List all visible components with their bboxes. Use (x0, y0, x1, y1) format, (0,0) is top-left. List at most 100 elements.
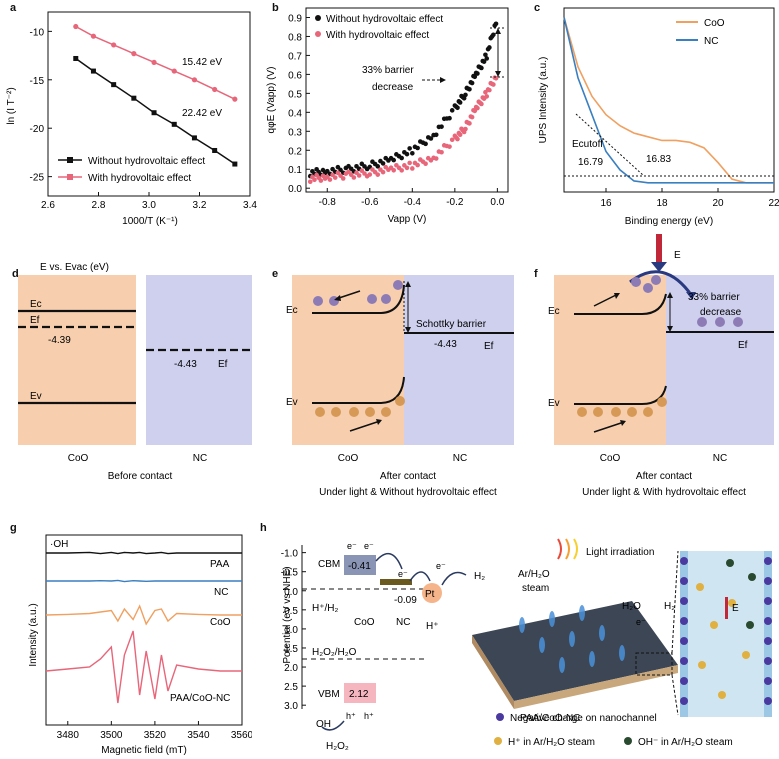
chart-b-point (433, 132, 439, 138)
chart-g-xtick-label: 3480 (57, 730, 80, 741)
f-coo-block (554, 275, 666, 445)
chart-c-frame (563, 7, 775, 193)
chart-b-point (449, 137, 455, 143)
chart-g-top-label: ·OH (50, 539, 68, 550)
chart-c-xtick-label: 16 (600, 198, 612, 209)
h-pt-label: Pt (425, 589, 435, 600)
chart-a-point (191, 77, 198, 83)
e-holes (315, 396, 405, 417)
h-vbm-label: VBM (318, 689, 340, 700)
chart-a-point (131, 51, 137, 57)
h-e3: e⁻ (398, 569, 408, 579)
chart-a-point (111, 82, 117, 88)
chart-b-point (469, 114, 475, 120)
chart-c-series-line (563, 16, 774, 184)
chart-b-ytick-label: 0.7 (288, 51, 302, 62)
chart-b-legend: Without hydrovoltaic effect With hydrovo… (315, 14, 443, 41)
h-ytick-label: 1.5 (284, 644, 298, 655)
h-e1: e⁻ (347, 541, 357, 551)
chart-c-legend: CoO NC (676, 18, 725, 47)
h-vbm-value: 2.12 (349, 689, 369, 700)
f-e-field-bar (656, 234, 662, 262)
e-ec-band (312, 284, 405, 314)
chart-g: ·OH Intensity (a.u.) Magnetic field (mT)… (28, 534, 252, 756)
h-legend-1: Negative charge on nanochannel (510, 713, 657, 724)
chart-b-point (428, 136, 434, 141)
h-ylabel: Potential (eV vs NHE) (282, 566, 293, 663)
chart-a-ytick-label: -10 (30, 27, 45, 38)
chart-a-point (73, 23, 79, 30)
h-steam-1: Ar/H₂O (518, 569, 550, 580)
chart-b-point (375, 172, 381, 177)
chart-b-point (399, 155, 404, 161)
chart-b-point (487, 87, 492, 93)
chart-a-xtick-label: 3.2 (193, 200, 207, 211)
h-ytick-label: 0.5 (284, 606, 298, 617)
h-h2: H₂ (474, 571, 485, 582)
chart-a-point (171, 68, 177, 74)
chart-b-point (481, 59, 487, 64)
chart-c-xtick-label: 20 (712, 198, 724, 209)
chart-g-trace (45, 604, 242, 626)
chart-b-ytick-label: 0.8 (288, 32, 302, 43)
chart-b-point (457, 100, 463, 105)
d-value-coo: -4.39 (48, 335, 71, 346)
e-level-ev: Ev (286, 397, 298, 408)
f-electrons (631, 275, 743, 327)
h-light-label: Light irradiation (586, 547, 654, 558)
chart-b-point (439, 149, 444, 155)
chart-a-point (212, 86, 218, 93)
chart-a-point (131, 95, 137, 101)
f-barrier-label-2: decrease (700, 307, 742, 318)
chart-g-xtick-label: 3520 (144, 730, 167, 741)
f-field-label: E (674, 250, 681, 261)
d-coo-block (18, 275, 136, 445)
chart-a-annotation-2: 22.42 eV (182, 108, 222, 119)
h-h2o2: H₂O₂ (326, 741, 349, 752)
chart-b-point (312, 177, 317, 183)
d-level-ev: Ev (30, 391, 42, 402)
chart-b-point (423, 161, 428, 167)
e-material-coo: CoO (338, 453, 359, 464)
panel-letter-b: b (272, 2, 279, 14)
h-ytick-label: 2.5 (284, 682, 298, 693)
panel-letter-f: f (534, 268, 538, 280)
panel-letter-c: c (534, 2, 541, 14)
chart-b-annotation-1: 33% barrier (362, 65, 414, 76)
h-cbm-box (344, 555, 376, 575)
h-membrane-label: PAA/CoO-NC (520, 713, 580, 724)
e-barrier-label: Schottky barrier (416, 319, 487, 330)
chart-a-xtick-label: 2.8 (92, 200, 106, 211)
chart-b-point (407, 146, 412, 151)
chart-b-point (479, 65, 484, 71)
chart-b-point (475, 71, 480, 76)
h-legend-3: OH⁻ in Ar/H₂O steam (638, 737, 733, 748)
h-cbm-label: CBM (318, 559, 340, 570)
chart-b-point (455, 136, 460, 142)
f-material-nc: NC (713, 453, 727, 464)
chart-b-point (487, 45, 492, 50)
chart-b-ytick-label: 0.4 (288, 108, 302, 119)
e-caption-2: Under light & Without hydrovoltaic effec… (319, 487, 497, 498)
chart-a-legend: Without hydrovoltaic effect With hydrovo… (58, 156, 205, 184)
h-nc-value: -0.09 (394, 595, 417, 606)
chart-b-point (447, 144, 452, 149)
h-h2o: H₂O (622, 601, 641, 612)
chart-a-ytick-label: -20 (30, 124, 45, 135)
chart-b-legend-without: Without hydrovoltaic effect (326, 14, 443, 25)
chart-b-ylabel: qφE (Vapp) (V) (266, 67, 277, 134)
f-ef: Ef (738, 340, 748, 351)
chart-a-xtick-label: 2.6 (41, 200, 55, 211)
chart-b-frame (305, 7, 509, 193)
chart-b-point (433, 156, 439, 161)
chart-a-ytick-label: -25 (30, 173, 45, 184)
e-electrons (313, 280, 403, 306)
chart-g-xtick-label: 3540 (187, 730, 210, 741)
chart-b: qφE (Vapp) (V) Vapp (V) -0.8 -0.6 -0.4 -0.2… (266, 7, 509, 225)
f-barrier-label-1: 33% barrier (688, 292, 740, 303)
chart-b-point (399, 168, 404, 173)
chart-b-point (380, 161, 386, 166)
chart-a-point (232, 161, 238, 167)
chart-b-point (457, 132, 463, 138)
chart-b-xtick-label: -0.8 (319, 197, 337, 208)
